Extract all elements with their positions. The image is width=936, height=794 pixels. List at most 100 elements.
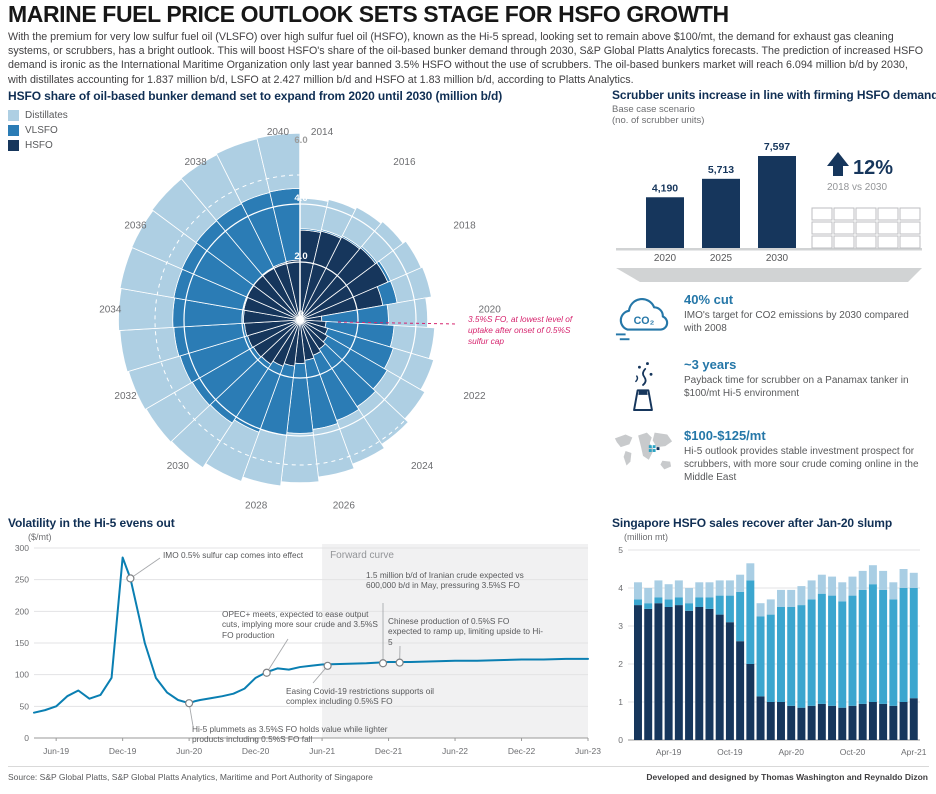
sg-bar-segment	[787, 705, 796, 740]
sg-bar-segment	[685, 588, 694, 604]
scrubber-bar	[758, 156, 796, 248]
container-icon	[899, 221, 921, 235]
sg-bar-segment	[644, 608, 653, 740]
event-marker	[378, 659, 388, 668]
event-marker	[126, 574, 135, 583]
sg-bar-segment	[705, 608, 714, 740]
highlight-payback: ~3 years Payback time for scrubber on a …	[612, 357, 934, 413]
polar-annotation: 3.5%S FO, at lowest level of uptake afte…	[468, 314, 573, 346]
sg-bar-segment	[695, 607, 704, 740]
vlsfo-swatch	[8, 125, 19, 136]
hi5-spread-line	[33, 556, 589, 714]
sg-bar-segment	[654, 597, 663, 604]
hi5-line-chart: Forward curve 0 50 100 150 200 250 300 Jun-19 Dec…	[15, 543, 601, 756]
sg-bar-segment	[848, 705, 857, 740]
polar-year-label: 2038	[184, 157, 207, 168]
sg-bar-segment	[644, 603, 653, 609]
polar-year-label: 2024	[411, 461, 434, 472]
container-icon	[811, 221, 833, 235]
intro-paragraph: With the premium for very low sulfur fue…	[8, 31, 924, 86]
y-tick-label: 4	[618, 583, 623, 593]
sg-bar-segment	[715, 580, 724, 596]
hi5-annotation-plummet: Hi-5 plummets as 3.5%S FO holds value wh…	[192, 724, 388, 745]
highlight-co2-texts: 40% cut IMO's target for CO2 emissions b…	[684, 292, 922, 342]
polar-ring-label: 0	[298, 309, 303, 320]
polar-year-label: 2014	[311, 127, 334, 138]
sg-bar-segment	[736, 641, 745, 740]
hi5-annotation-imo: IMO 0.5% sulfur cap comes into effect	[163, 550, 304, 560]
sg-bar-segment	[685, 610, 694, 740]
polar-year-label: 2032	[114, 391, 137, 402]
sg-bar-segment	[634, 599, 642, 606]
annotation-leader	[266, 638, 289, 674]
legend-label-distillates: Distillates	[25, 110, 68, 121]
polar-year-label: 2026	[333, 500, 356, 511]
sg-bar-segment	[817, 593, 826, 704]
ship-hull	[616, 268, 922, 282]
map-icon-box	[612, 428, 674, 484]
source-note: Source: S&P Global Platts, S&P Global Pl…	[8, 772, 373, 782]
sg-bar-segment	[654, 603, 663, 740]
container-icon	[833, 235, 855, 249]
polar-year-label: 2022	[463, 391, 486, 402]
sg-bar-segment	[889, 582, 898, 600]
co2-label: CO₂	[634, 315, 655, 327]
sg-bar-segment	[705, 582, 714, 598]
sg-bar-segment	[889, 599, 898, 706]
highlight-outlook-texts: $100-$125/mt Hi-5 outlook provides stabl…	[684, 428, 922, 484]
legend-label-hsfo: HSFO	[25, 140, 53, 151]
sg-bar-segment	[654, 580, 663, 598]
footer-divider	[8, 766, 929, 767]
highlight-text: Hi-5 outlook provides stable investment …	[684, 446, 919, 483]
x-tick-label: Jun-21	[309, 746, 335, 756]
sg-bar-segment	[725, 580, 734, 596]
y-tick-label: 0	[24, 733, 29, 743]
hi5-annotation-opec: OPEC+ meets, expected to ease output cut…	[222, 609, 378, 640]
sg-bar-segment	[868, 702, 877, 740]
sg-bar-segment	[828, 576, 837, 596]
sg-bar-segment	[674, 597, 683, 606]
sg-bar-segment	[807, 580, 816, 600]
y-tick-label: 100	[15, 670, 29, 680]
polar-wedge-distillates	[280, 432, 320, 484]
hi5-annotation-chinese-production: Chinese production of 0.5%S FO expected …	[388, 616, 543, 647]
smokestack-icon	[633, 362, 653, 411]
sg-bar-segment	[746, 563, 755, 581]
container-icon	[811, 207, 833, 221]
sg-bar-segment	[868, 584, 877, 702]
sg-bar-segment	[909, 572, 918, 588]
sg-bar-segment	[858, 570, 867, 590]
sg-bar-segment	[899, 588, 908, 702]
sg-bar-segment	[848, 595, 857, 706]
sg-bar-segment	[899, 702, 908, 740]
sg-bar-segment	[756, 696, 765, 740]
sg-bar-segment	[807, 705, 816, 740]
smokestack-icon-box	[612, 357, 674, 413]
sg-bar-segment	[909, 698, 918, 740]
sg-bar-segment	[695, 582, 704, 598]
sg-bar-segment	[858, 703, 867, 740]
sg-bar-segment	[787, 589, 796, 607]
co2-icon-box: CO₂	[612, 292, 674, 342]
polar-year-label: 2016	[393, 157, 416, 168]
x-tick-label: Jun-22	[442, 746, 468, 756]
sg-bar-segment	[838, 601, 847, 708]
sg-bar-segment	[838, 707, 847, 740]
sg-bar-segment	[736, 574, 745, 592]
up-arrow-icon	[827, 152, 849, 176]
x-tick-label: Apr-19	[656, 747, 682, 757]
hsfo-swatch	[8, 140, 19, 151]
y-tick-label: 300	[15, 543, 29, 553]
event-marker	[185, 699, 194, 708]
polar-year-label: 2040	[267, 127, 290, 138]
sg-bar-segment	[797, 605, 806, 708]
polar-year-label: 2020	[479, 304, 502, 315]
scrubber-chart-title: Scrubber units increase in line with fir…	[612, 88, 936, 102]
sg-bar-segment	[838, 582, 847, 602]
sg-bar-segment	[879, 703, 888, 740]
container-icon	[833, 221, 855, 235]
container-icon	[855, 221, 877, 235]
x-tick-label: Jun-23	[575, 746, 601, 756]
hi5-annotation-covid: Easing Covid-19 restrictions supports oi…	[286, 686, 435, 707]
highlight-payback-texts: ~3 years Payback time for scrubber on a …	[684, 357, 922, 413]
